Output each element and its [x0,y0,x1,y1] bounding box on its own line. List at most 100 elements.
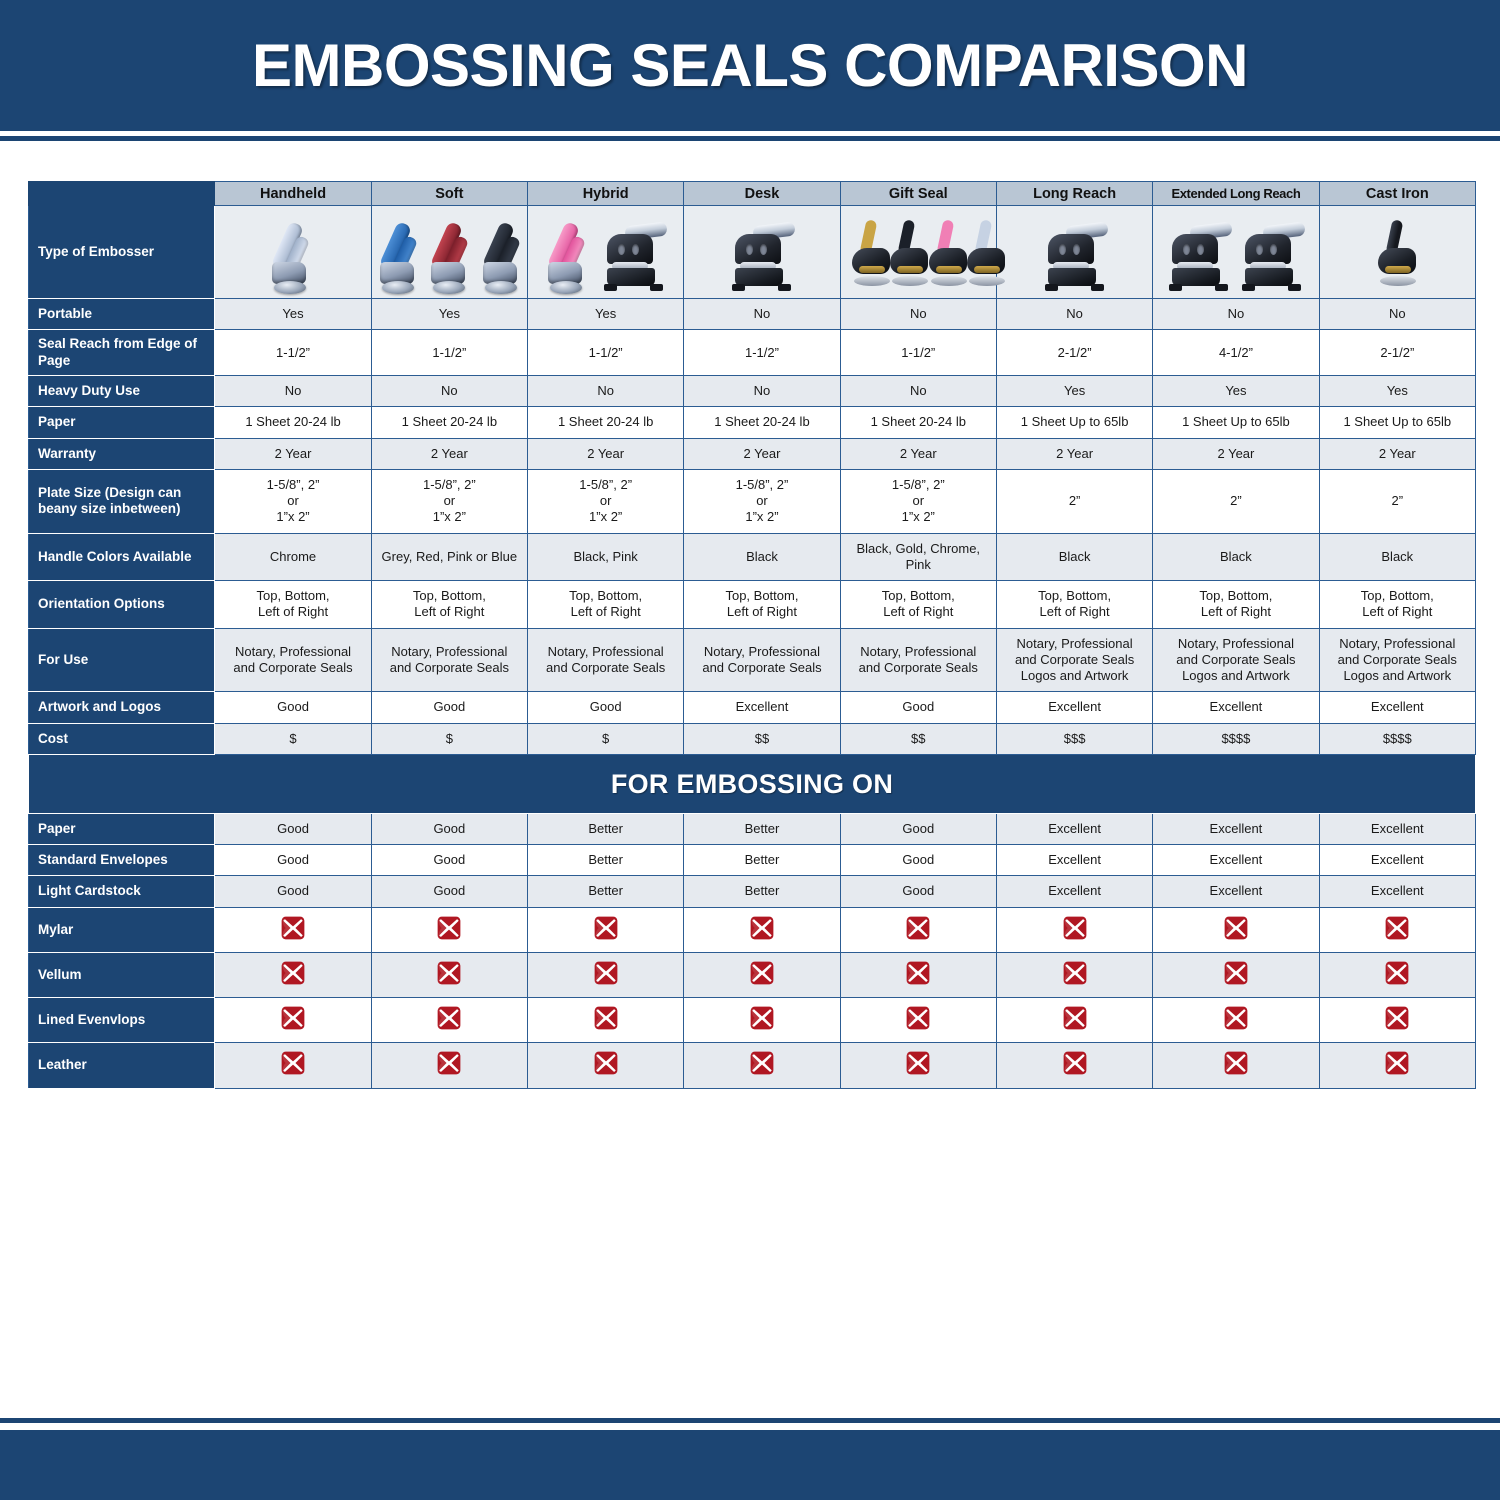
cell-gift: Good [839,844,997,877]
cell-long: Black [995,532,1154,582]
cell-extended: Excellent [1152,844,1320,877]
cell-handheld: $ [214,722,372,755]
table-row: Heavy Duty Use No No No No No Yes Yes Yes [27,375,1477,408]
row-label-handle-colors-available: Handle Colors Available [27,532,216,582]
cell-long [995,1042,1154,1089]
cell-cast: Excellent [1318,812,1477,846]
red-x-not-supported-icon [437,916,461,940]
red-x-not-supported-icon [594,1052,618,1075]
red-x-not-supported-icon [1385,916,1409,940]
cell-handheld: Notary, Professional and Corporate Seals [214,627,372,693]
cell-desk: Better [683,875,841,908]
cell-hybrid: Better [526,844,685,877]
row-label-paper: Paper [27,812,216,846]
handheld-embosser-glyph [374,220,422,294]
red-x-not-supported-icon [437,961,461,985]
cell-long: 2-1/2” [995,329,1154,377]
cell-desk: Better [683,812,841,846]
red-x-not-supported-icon [281,1006,305,1030]
column-header-soft: Soft [370,181,529,206]
handheld-embosser-glyph [542,220,596,294]
cell-cast: Notary, Professional and Corporate Seals… [1318,627,1477,693]
red-x-not-supported-icon [437,1006,461,1030]
cell-handheld: No [214,375,372,408]
section-band-title: FOR EMBOSSING ON [28,753,1476,814]
red-x-not-supported-icon [906,961,930,985]
cell-long: Notary, Professional and Corporate Seals… [995,627,1154,693]
row-label-mylar: Mylar [27,906,216,953]
cell-cast: Top, Bottom, Left of Right [1318,580,1477,629]
embosser-image-cell-extended [1152,205,1320,299]
table-row: Seal Reach from Edge of Page 1-1/2” 1-1/2”… [27,329,1477,377]
cell-hybrid: 1-5/8”, 2” or 1”x 2” [526,468,685,534]
cell-soft: No [370,375,529,408]
cell-long [995,951,1154,999]
embosser-image-group [1155,210,1316,294]
cell-long: Excellent [995,691,1154,724]
row-label-artwork-and-logos: Artwork and Logos [27,691,216,724]
cell-long: 1 Sheet Up to 65lb [995,406,1154,439]
cell-hybrid: 2 Year [526,437,685,470]
cell-extended [1152,1042,1320,1089]
cell-soft: Good [370,844,529,877]
red-x-not-supported-icon [1224,1006,1248,1030]
row-label-type-of-embosser: Type of Embosser [27,205,216,299]
handheld-embosser-glyph [425,220,473,294]
row-label-leather: Leather [27,1042,216,1089]
cell-cast: Excellent [1318,875,1477,908]
cell-hybrid [526,906,685,953]
cell-long: Excellent [995,875,1154,908]
cell-gift: Good [839,812,997,846]
cell-cast: No [1318,297,1477,331]
cell-gift [839,906,997,953]
desk-embosser-glyph [1237,220,1307,294]
row-label-vellum: Vellum [27,951,216,999]
cell-handheld: Chrome [214,532,372,582]
cell-handheld [214,1042,372,1089]
cell-gift: Good [839,875,997,908]
cell-desk: Notary, Professional and Corporate Seals [683,627,841,693]
embosser-image-cell-handheld [214,205,372,299]
cell-hybrid: Black, Pink [526,532,685,582]
column-header-gift: Gift Seal [839,181,997,206]
red-x-not-supported-icon [1224,916,1248,940]
table-row: Artwork and Logos Good Good Good Excellent Go… [27,691,1477,724]
red-x-not-supported-icon [594,961,618,985]
row-label-cost: Cost [27,722,216,755]
cell-long: Yes [995,375,1154,408]
embosser-image-cell-gift [839,205,1006,299]
cell-cast: 2” [1318,468,1477,534]
cell-soft: Good [370,691,529,724]
cell-desk: $$ [683,722,841,755]
cell-cast: $$$$ [1318,722,1477,755]
row-label-lined-evenvlops: Lined Evenvlops [27,997,216,1044]
red-x-not-supported-icon [750,916,774,940]
cell-cast: 2 Year [1318,437,1477,470]
red-x-not-supported-icon [750,1006,774,1030]
cell-handheld: Yes [214,297,372,331]
red-x-not-supported-icon [1385,1052,1409,1075]
cell-handheld: 2 Year [214,437,372,470]
cell-extended: 4-1/2” [1152,329,1320,377]
embosser-image-cell-long [995,205,1154,299]
cell-soft: 1-1/2” [370,329,529,377]
cell-gift: Top, Bottom, Left of Right [839,580,997,629]
cell-gift [839,997,997,1044]
cell-hybrid: 1 Sheet 20-24 lb [526,406,685,439]
cell-cast [1318,1042,1477,1089]
embosser-image-group [686,210,837,294]
cell-extended: $$$$ [1152,722,1320,755]
cell-long: Excellent [995,812,1154,846]
desk-embosser-glyph [727,220,797,294]
table-row: Type of Embosser [27,205,1477,299]
cell-desk [683,997,841,1044]
table-row: Warranty 2 Year 2 Year 2 Year 2 Year 2 Year 2 … [27,437,1477,470]
header-divider-rule [0,136,1500,141]
red-x-not-supported-icon [1063,916,1086,940]
cell-cast: 1 Sheet Up to 65lb [1318,406,1477,439]
cell-hybrid: Better [526,875,685,908]
cell-long: Top, Bottom, Left of Right [995,580,1154,629]
cell-soft: Notary, Professional and Corporate Seals [370,627,529,693]
cell-soft: 1-5/8”, 2” or 1”x 2” [370,468,529,534]
